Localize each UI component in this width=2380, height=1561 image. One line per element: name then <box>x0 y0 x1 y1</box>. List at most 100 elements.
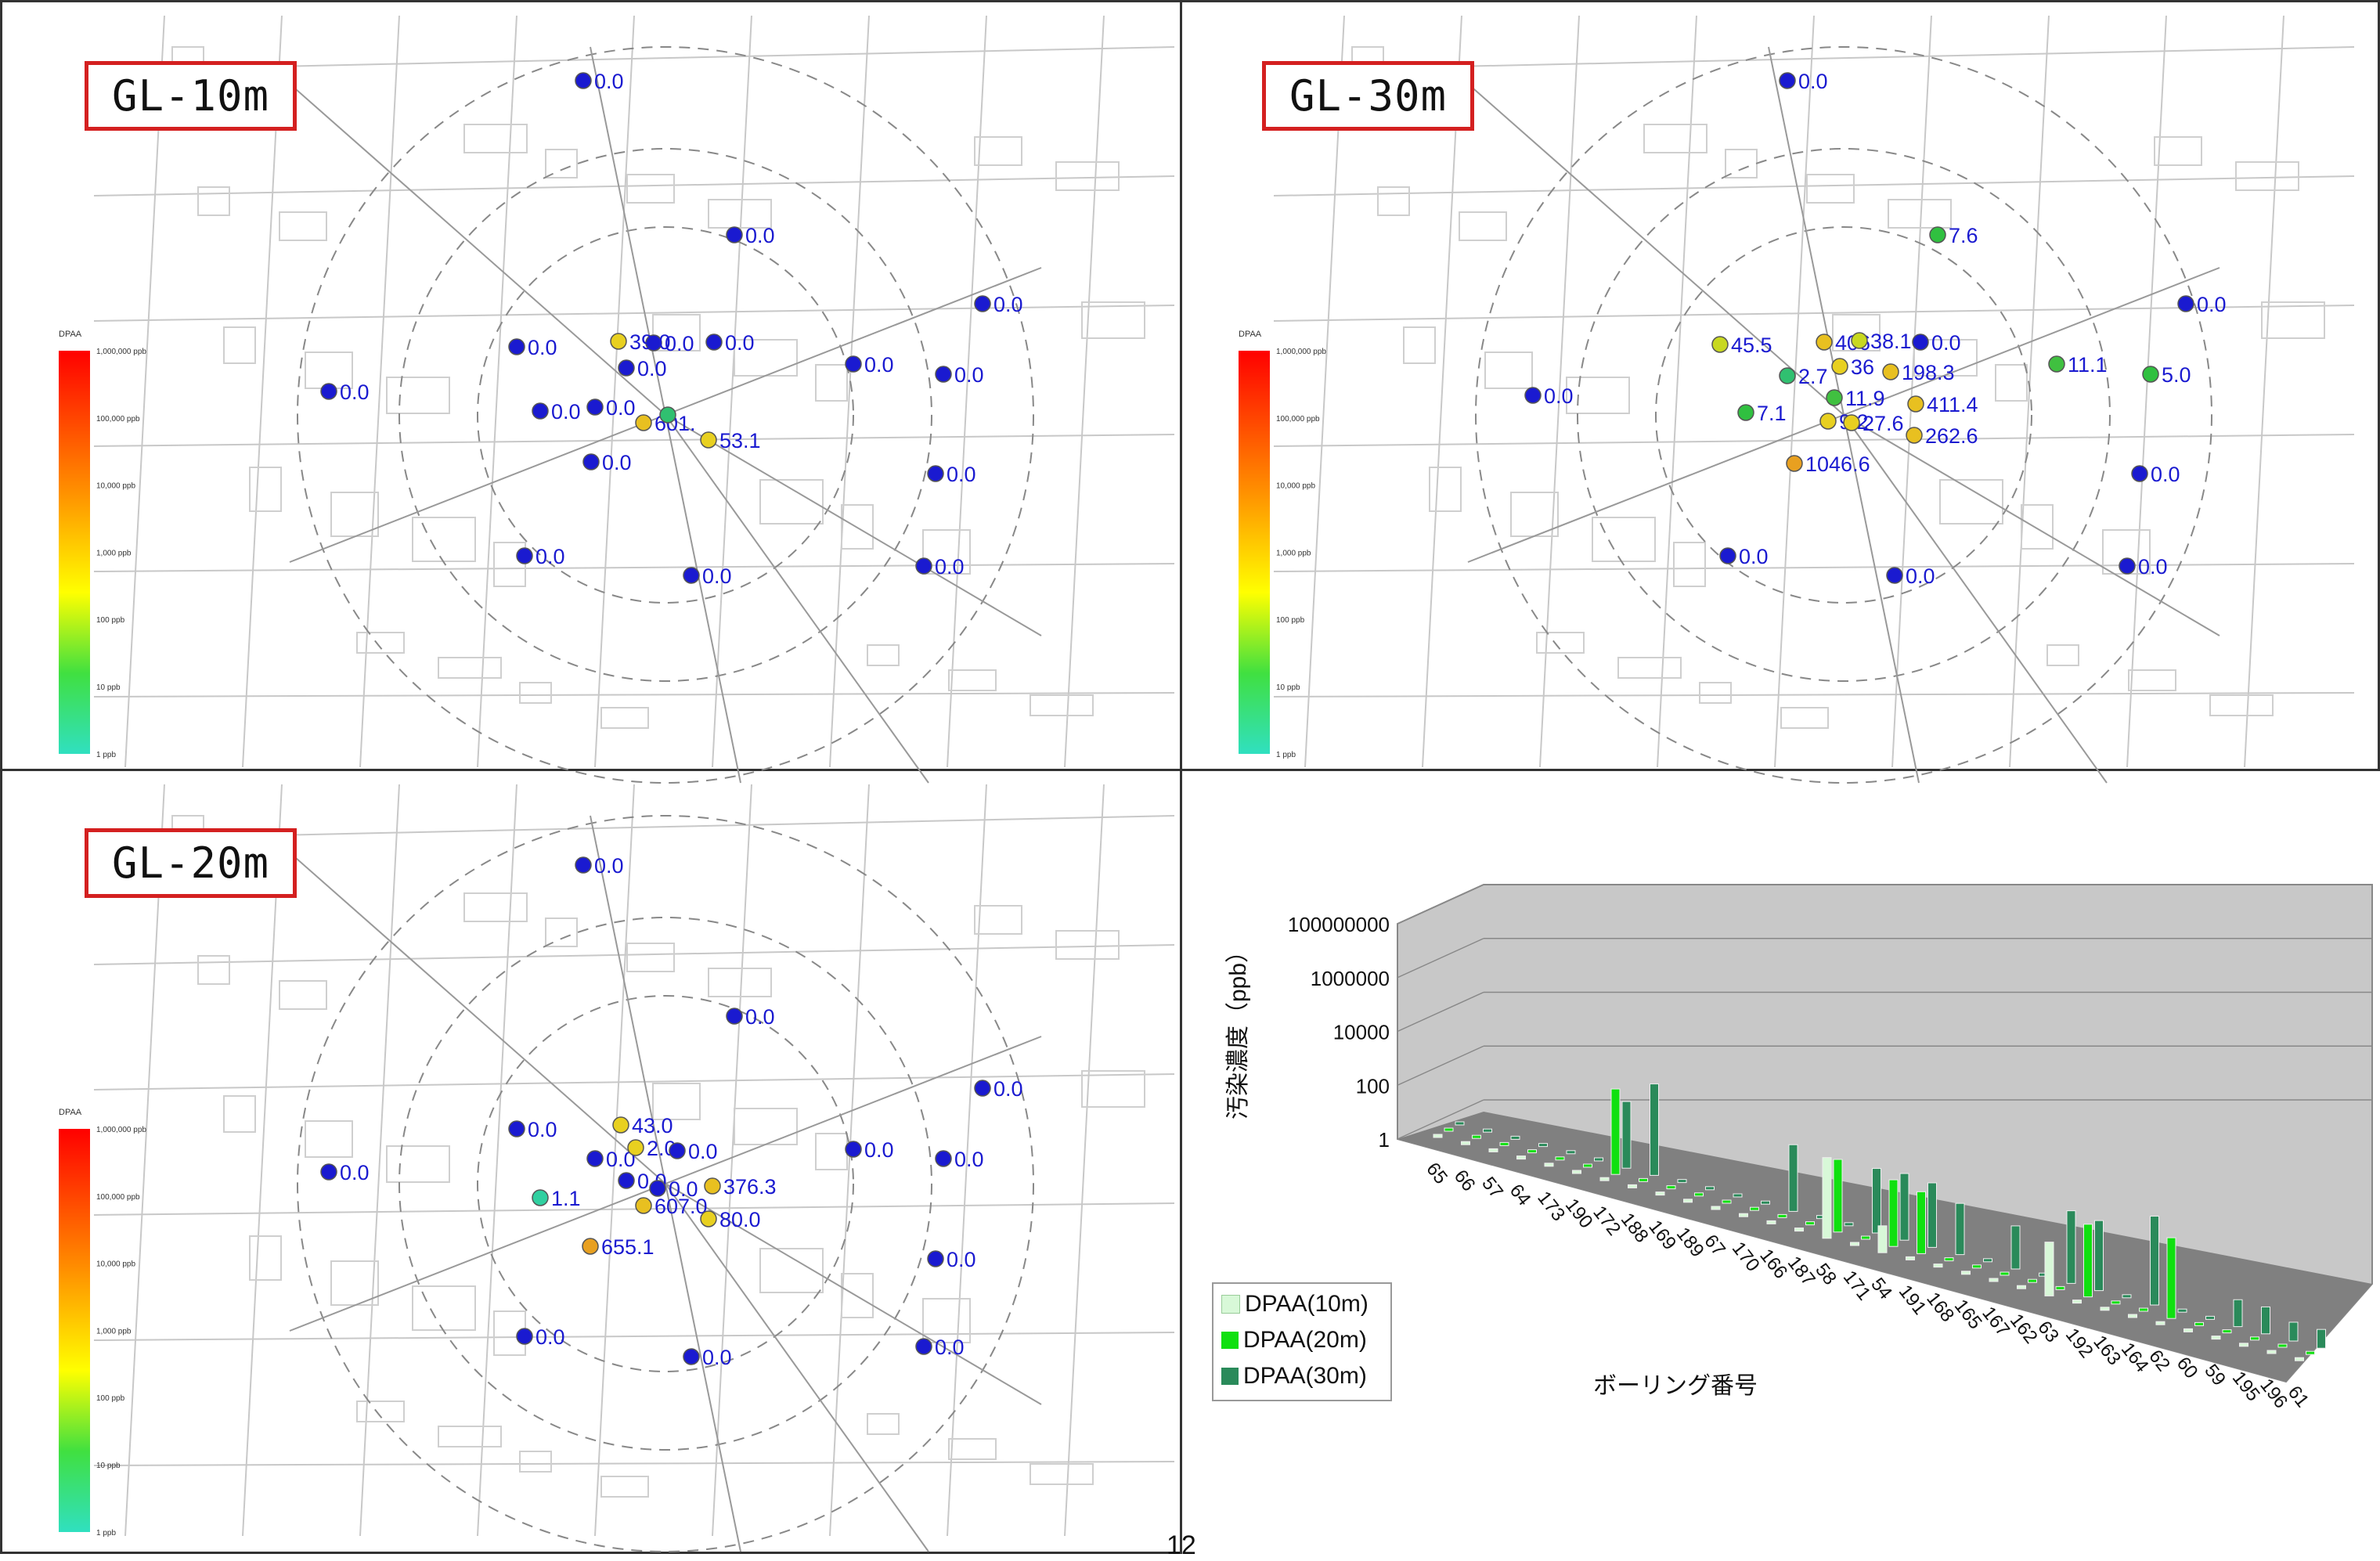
street-line <box>242 784 283 1537</box>
legend-item-10m: DPAA(10m) <box>1221 1290 1368 1318</box>
sample-value-label: 43.0 <box>632 1114 673 1137</box>
bar-10m <box>1989 1278 1999 1282</box>
bar-10m <box>2239 1343 2248 1347</box>
bar-10m <box>1850 1242 1859 1246</box>
sample-value-label: 0.0 <box>594 70 624 93</box>
x-tick-label: 64 <box>1506 1181 1535 1210</box>
x-tick-label: 54 <box>1866 1274 1896 1303</box>
sample-point <box>1843 414 1860 431</box>
bar-30m <box>1510 1135 1520 1140</box>
building-block <box>1377 186 1410 216</box>
bar-30m <box>2094 1220 2104 1292</box>
street-line <box>1273 563 2355 572</box>
building-block <box>545 917 578 947</box>
bar-10m <box>1766 1220 1776 1224</box>
sample-point <box>1816 333 1833 351</box>
sample-value-label: 0.0 <box>702 564 732 588</box>
sample-point <box>683 567 700 584</box>
sample-point <box>645 334 662 351</box>
sample-point <box>726 1008 743 1025</box>
color-scale-bar <box>59 1129 90 1532</box>
sample-point <box>700 431 717 449</box>
sample-point <box>610 333 627 350</box>
bar-10m <box>2044 1242 2054 1296</box>
sample-value-label: 0.0 <box>1798 70 1828 93</box>
sample-value-label: 0.0 <box>1544 384 1574 408</box>
bar-30m <box>1927 1182 1937 1248</box>
sample-value-label: 0.0 <box>954 363 984 387</box>
sample-value-label: 5.0 <box>2162 363 2191 387</box>
color-scale-tick: 100,000 ppb <box>96 415 140 424</box>
bar-20m <box>2139 1307 2148 1312</box>
map-panel-gl30: DPAA 1,000,000 ppb 100,000 ppb 10,000 ppb 1,… <box>1239 15 2355 784</box>
bar-30m <box>1594 1157 1603 1162</box>
building-block <box>867 644 900 666</box>
color-scale-tick: 100 ppb <box>96 616 125 625</box>
bar-30m <box>1733 1193 1743 1198</box>
sample-point <box>612 1116 629 1134</box>
street-line <box>93 175 1175 196</box>
building-block <box>1484 351 1533 389</box>
street-line <box>93 692 1175 698</box>
radial-line <box>665 1183 1042 1405</box>
color-scale-title: DPAA <box>59 1108 82 1117</box>
radial-line <box>590 46 666 416</box>
radius-circle <box>398 917 932 1451</box>
sample-value-label: 0.0 <box>1931 331 1961 355</box>
bar-30m <box>1538 1143 1548 1148</box>
building-block <box>1055 161 1120 191</box>
map-streets <box>1273 15 2355 768</box>
chart-gridline <box>1397 938 1484 979</box>
bar-30m <box>2233 1299 2243 1328</box>
street-line <box>242 15 283 768</box>
bar-20m <box>1722 1199 1732 1204</box>
sample-value-label: 0.0 <box>1906 564 1935 588</box>
bar-10m <box>1822 1157 1832 1239</box>
sample-point <box>935 1150 952 1167</box>
radial-line <box>1843 414 2108 784</box>
legend-swatch-10m <box>1221 1295 1240 1314</box>
bar-30m <box>2177 1308 2187 1313</box>
bar-20m <box>2166 1237 2176 1319</box>
sample-value-label: 0.0 <box>602 451 632 474</box>
x-tick-label: 66 <box>1450 1166 1480 1195</box>
sample-value-label: 1046.6 <box>1805 452 1870 476</box>
bar-20m <box>1527 1149 1537 1154</box>
bar-30m <box>1761 1200 1770 1205</box>
building-block <box>356 1401 405 1422</box>
building-block <box>1030 694 1094 716</box>
radius-circle <box>297 815 1034 1552</box>
street-line <box>1064 784 1105 1537</box>
bar-30m <box>2205 1315 2215 1320</box>
radius-circle <box>1655 226 2032 604</box>
street-line <box>93 305 1175 322</box>
sample-point <box>516 547 533 564</box>
bar-30m <box>1677 1179 1687 1184</box>
radial-line <box>665 414 741 784</box>
sample-point <box>1929 226 1946 243</box>
map-streets <box>93 784 1175 1537</box>
building-block <box>1536 632 1585 654</box>
sample-point <box>1737 404 1754 421</box>
sample-point <box>582 1238 599 1255</box>
building-block <box>1403 326 1436 364</box>
radial-line <box>665 414 929 784</box>
radial-line <box>590 815 666 1184</box>
bar-20m <box>1666 1185 1676 1190</box>
color-scale-tick: 10,000 ppb <box>96 1260 135 1269</box>
building-block <box>249 467 282 512</box>
sample-value-label: 607.0 <box>654 1195 708 1218</box>
building-block <box>279 980 327 1010</box>
bar-10m <box>1461 1141 1470 1145</box>
depth-label-gl30: GL-30m <box>1262 61 1475 131</box>
street-line <box>1273 305 2355 322</box>
building-block <box>815 364 848 402</box>
building-block <box>2128 669 2176 691</box>
bar-20m <box>1610 1088 1621 1175</box>
sample-point <box>2048 355 2065 373</box>
bar-10m <box>1433 1134 1443 1138</box>
building-block <box>626 174 675 204</box>
sample-point <box>1912 333 1929 351</box>
bar-10m <box>2211 1336 2221 1340</box>
